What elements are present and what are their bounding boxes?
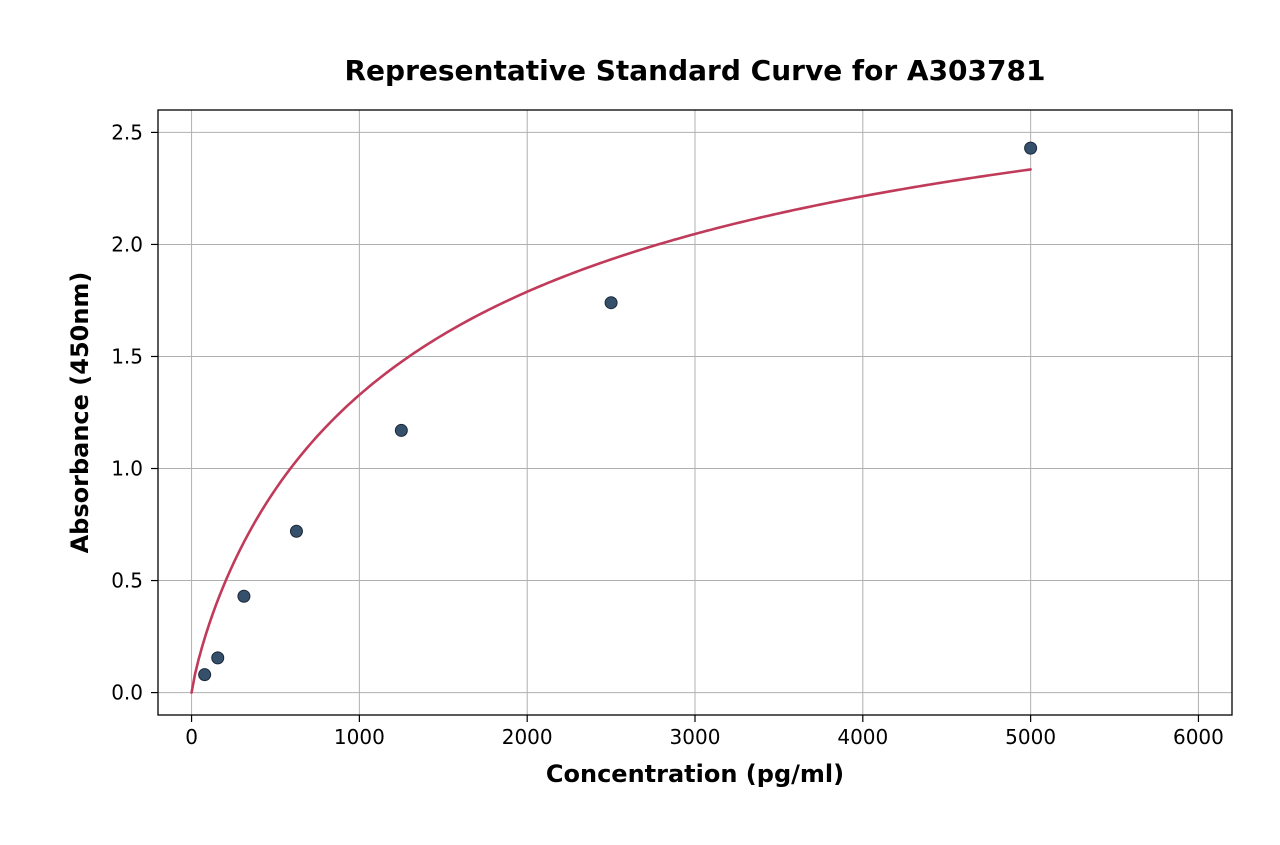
y-axis-label: Absorbance (450nm) [66,272,94,554]
data-point [395,424,407,436]
y-tick-label: 0.5 [111,569,143,593]
x-axis-label: Concentration (pg/ml) [546,760,844,788]
y-tick-label: 2.5 [111,120,143,144]
plot-area [151,110,1232,722]
data-point [238,590,250,602]
x-tick-label: 5000 [1005,725,1056,749]
data-point [212,652,224,664]
data-point [290,525,302,537]
x-tick-label: 3000 [670,725,721,749]
x-tick-label: 1000 [334,725,385,749]
x-tick-label: 2000 [502,725,553,749]
y-tick-label: 1.0 [111,457,143,481]
y-tick-label: 0.0 [111,681,143,705]
y-tick-label: 2.0 [111,232,143,256]
data-point [605,297,617,309]
data-point [1025,142,1037,154]
chart-svg: 0 1000 2000 3000 4000 5000 6000 0.0 0.5 1.0 1.5 2.0… [0,0,1280,845]
chart-container: 0 1000 2000 3000 4000 5000 6000 0.0 0.5 1.0 1.5 2.0… [0,0,1280,845]
x-tick-label: 4000 [837,725,888,749]
x-tick-label: 0 [185,725,198,749]
x-tick-label: 6000 [1173,725,1224,749]
chart-title: Representative Standard Curve for A30378… [345,54,1046,87]
y-tick-label: 1.5 [111,344,143,368]
data-point [199,669,211,681]
